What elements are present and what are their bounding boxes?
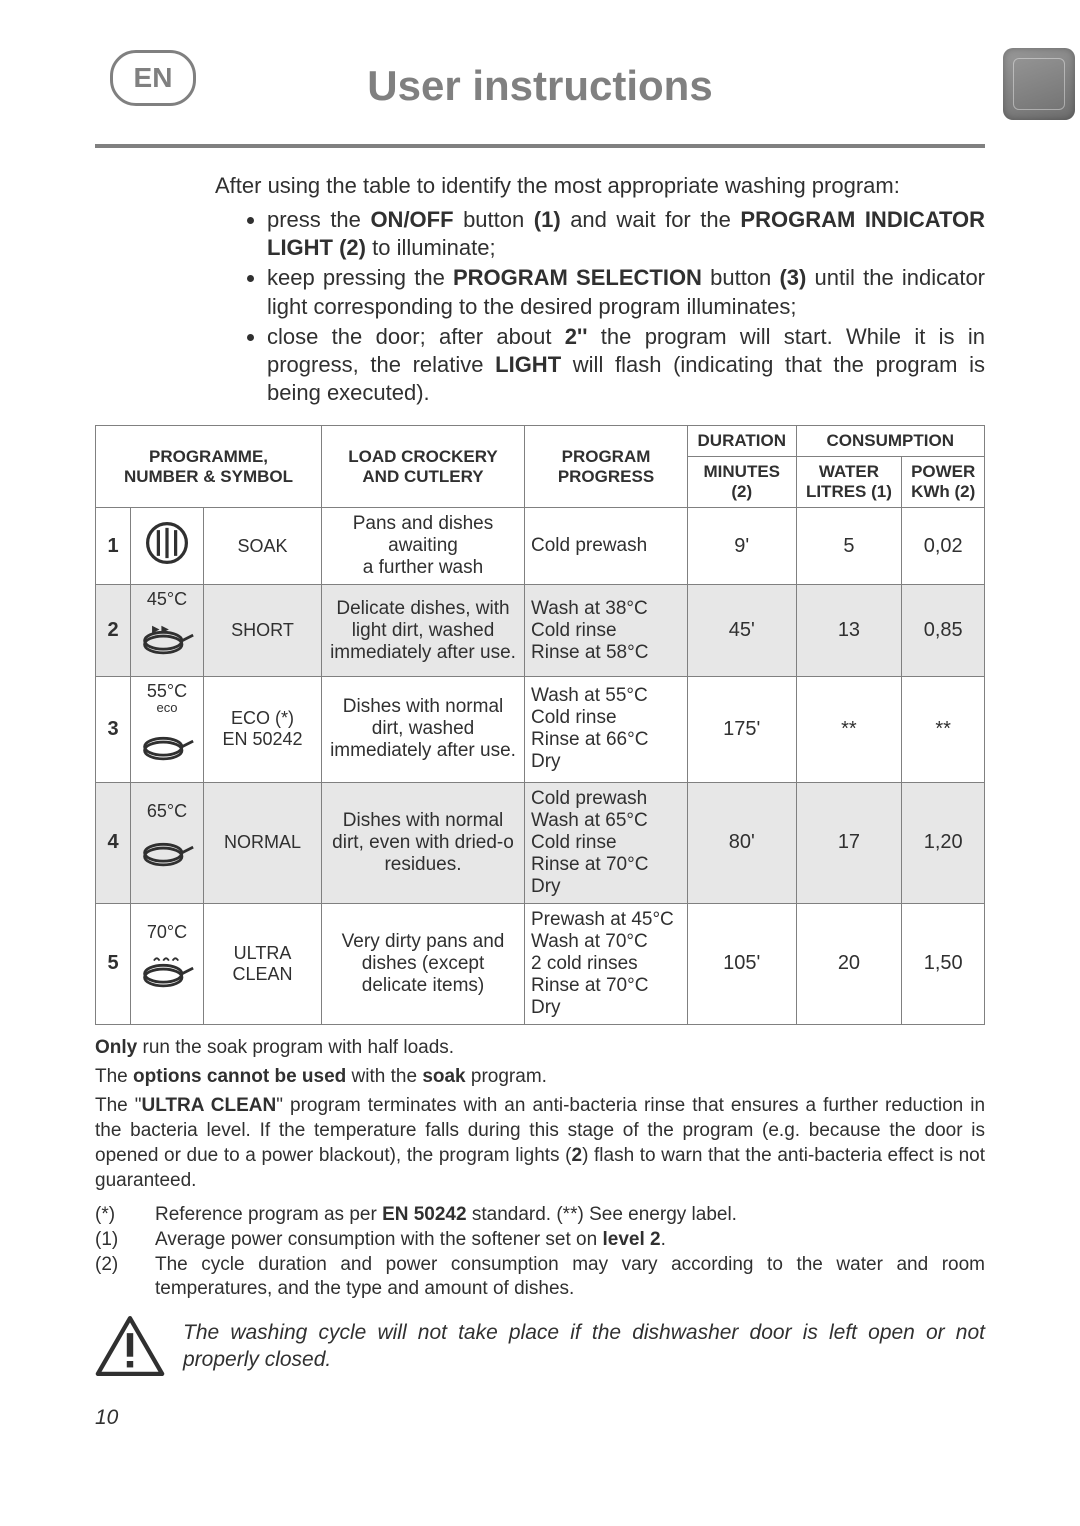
- footnote: (1) Average power consumption with the s…: [95, 1228, 985, 1253]
- water-litres: 5: [796, 508, 902, 585]
- water-litres: **: [796, 677, 902, 783]
- th-minutes: MINUTES(2): [688, 457, 797, 508]
- programme-name: SOAK: [204, 508, 322, 585]
- footnote-mark: (1): [95, 1228, 155, 1253]
- intro-block: After using the table to identify the mo…: [215, 172, 985, 407]
- duration-minutes: 105': [688, 903, 797, 1024]
- row-number: 1: [96, 508, 131, 585]
- program-progress: Cold prewash: [525, 508, 688, 585]
- footnote: (*) Reference program as per EN 50242 st…: [95, 1203, 985, 1228]
- notes-block: Only run the soak program with half load…: [95, 1035, 985, 1302]
- duration-minutes: 9': [688, 508, 797, 585]
- programme-symbol-icon: [131, 508, 204, 585]
- program-progress: Wash at 38°CCold rinseRinse at 58°C: [525, 585, 688, 677]
- footnote-text: Reference program as per EN 50242 standa…: [155, 1203, 737, 1228]
- row-number: 4: [96, 782, 131, 903]
- program-progress: Prewash at 45°CWash at 70°C2 cold rinses…: [525, 903, 688, 1024]
- table-row: 465°C NORMALDishes with normal dirt, eve…: [96, 782, 985, 903]
- bullet-item: press the ON/OFF button (1) and wait for…: [267, 206, 985, 262]
- programme-symbol-icon: 55°Ceco: [131, 677, 204, 783]
- page-header: EN User instructions: [95, 38, 985, 136]
- row-number: 2: [96, 585, 131, 677]
- instruction-bullets: press the ON/OFF button (1) and wait for…: [215, 206, 985, 407]
- water-litres: 20: [796, 903, 902, 1024]
- programme-table: PROGRAMME,NUMBER & SYMBOL LOAD CROCKERYA…: [95, 425, 985, 1024]
- programme-symbol-icon: 65°C: [131, 782, 204, 903]
- th-power: POWERKWh (2): [902, 457, 985, 508]
- load-description: Delicate dishes, with light dirt, washed…: [322, 585, 525, 677]
- footnote-mark: (2): [95, 1253, 155, 1302]
- power-kwh: 1,50: [902, 903, 985, 1024]
- warning-block: The washing cycle will not take place if…: [95, 1316, 985, 1376]
- programme-name: ULTRACLEAN: [204, 903, 322, 1024]
- load-description: Dishes with normal dirt, washed immediat…: [322, 677, 525, 783]
- water-litres: 17: [796, 782, 902, 903]
- duration-minutes: 175': [688, 677, 797, 783]
- programme-tbody: 1 SOAKPans and dishes awaitinga further w…: [96, 508, 985, 1024]
- duration-minutes: 80': [688, 782, 797, 903]
- brand-logo-icon: [1003, 48, 1075, 120]
- th-progress: PROGRAMPROGRESS: [525, 426, 688, 508]
- page-title: User instructions: [95, 62, 985, 110]
- note-line: Only run the soak program with half load…: [95, 1035, 985, 1060]
- table-row: 245°C SHORTDelicate dishes, with light d…: [96, 585, 985, 677]
- row-number: 3: [96, 677, 131, 783]
- program-progress: Wash at 55°CCold rinseRinse at 66°CDry: [525, 677, 688, 783]
- footnote-text: Average power consumption with the softe…: [155, 1228, 666, 1253]
- power-kwh: 0,85: [902, 585, 985, 677]
- row-number: 5: [96, 903, 131, 1024]
- warning-text: The washing cycle will not take place if…: [183, 1319, 985, 1374]
- th-water: WATERLITRES (1): [796, 457, 902, 508]
- th-load: LOAD CROCKERYAND CUTLERY: [322, 426, 525, 508]
- note-line: The options cannot be used with the soak…: [95, 1064, 985, 1089]
- table-row: 570°C ULTRACLEANVery dirty pans and dish…: [96, 903, 985, 1024]
- note-line: The "ULTRA CLEAN" program terminates wit…: [95, 1093, 985, 1193]
- programme-name: ECO (*)EN 50242: [204, 677, 322, 783]
- table-row: 1 SOAKPans and dishes awaitinga further w…: [96, 508, 985, 585]
- footnote-mark: (*): [95, 1203, 155, 1228]
- programme-symbol-icon: 70°C: [131, 903, 204, 1024]
- footnote-text: The cycle duration and power consumption…: [155, 1253, 985, 1302]
- programme-name: NORMAL: [204, 782, 322, 903]
- intro-text: After using the table to identify the mo…: [215, 172, 985, 200]
- program-progress: Cold prewashWash at 65°CCold rinseRinse …: [525, 782, 688, 903]
- programme-symbol-icon: 45°C: [131, 585, 204, 677]
- duration-minutes: 45': [688, 585, 797, 677]
- load-description: Dishes with normal dirt, even with dried…: [322, 782, 525, 903]
- power-kwh: 0,02: [902, 508, 985, 585]
- th-duration: DURATION: [688, 426, 797, 457]
- power-kwh: **: [902, 677, 985, 783]
- footnote: (2) The cycle duration and power consump…: [95, 1253, 985, 1302]
- load-description: Pans and dishes awaitinga further wash: [322, 508, 525, 585]
- th-programme: PROGRAMME,NUMBER & SYMBOL: [96, 426, 322, 508]
- warning-icon: [95, 1316, 165, 1376]
- bullet-item: close the door; after about 2'' the prog…: [267, 323, 985, 407]
- table-row: 355°Ceco ECO (*)EN 50242Dishes with norm…: [96, 677, 985, 783]
- water-litres: 13: [796, 585, 902, 677]
- bullet-item: keep pressing the PROGRAM SELECTION butt…: [267, 264, 985, 320]
- load-description: Very dirty pans and dishes (except delic…: [322, 903, 525, 1024]
- page-number: 10: [95, 1406, 985, 1430]
- power-kwh: 1,20: [902, 782, 985, 903]
- header-rule: [95, 144, 985, 148]
- programme-name: SHORT: [204, 585, 322, 677]
- th-consumption: CONSUMPTION: [796, 426, 984, 457]
